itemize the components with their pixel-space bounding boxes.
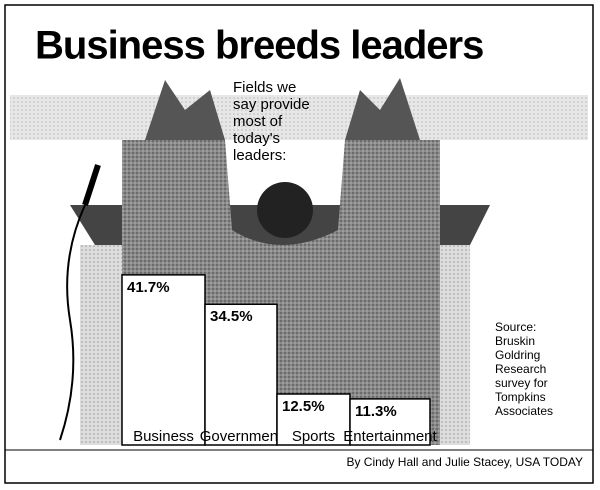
bar: [122, 275, 205, 445]
source-line: Research: [495, 362, 546, 376]
value-label: 12.5%: [282, 398, 325, 415]
subtitle-line: Fields we: [233, 79, 296, 96]
value-label: 11.3%: [355, 403, 397, 420]
hand-right: [345, 78, 420, 140]
hand-left: [145, 80, 225, 140]
value-label: 34.5%: [210, 308, 253, 325]
source-line: Associates: [495, 404, 553, 418]
bar: [205, 304, 277, 445]
x-tick-label: Government: [200, 428, 283, 445]
value-label: 41.7%: [127, 279, 170, 296]
x-tick-label: Entertainment: [343, 428, 437, 445]
subtitle-line: leaders:: [233, 147, 286, 164]
source-line: Source:: [495, 320, 536, 334]
microphone: [85, 165, 98, 205]
credit: By Cindy Hall and Julie Stacey, USA TODA…: [346, 455, 583, 469]
x-tick-label: Sports: [292, 428, 335, 445]
source-line: Tompkins: [495, 390, 546, 404]
source-line: Goldring: [495, 348, 540, 362]
head: [257, 182, 313, 238]
chart-title: Business breeds leaders: [35, 24, 483, 68]
subtitle-line: say provide: [233, 96, 310, 113]
subtitle-line: most of: [233, 113, 283, 130]
chart: Business breeds leaders By Cindy Hall an…: [0, 0, 600, 490]
subtitle-line: today's: [233, 130, 280, 147]
source-line: survey for: [495, 376, 548, 390]
source-line: Bruskin: [495, 334, 535, 348]
x-tick-label: Business: [133, 428, 194, 445]
